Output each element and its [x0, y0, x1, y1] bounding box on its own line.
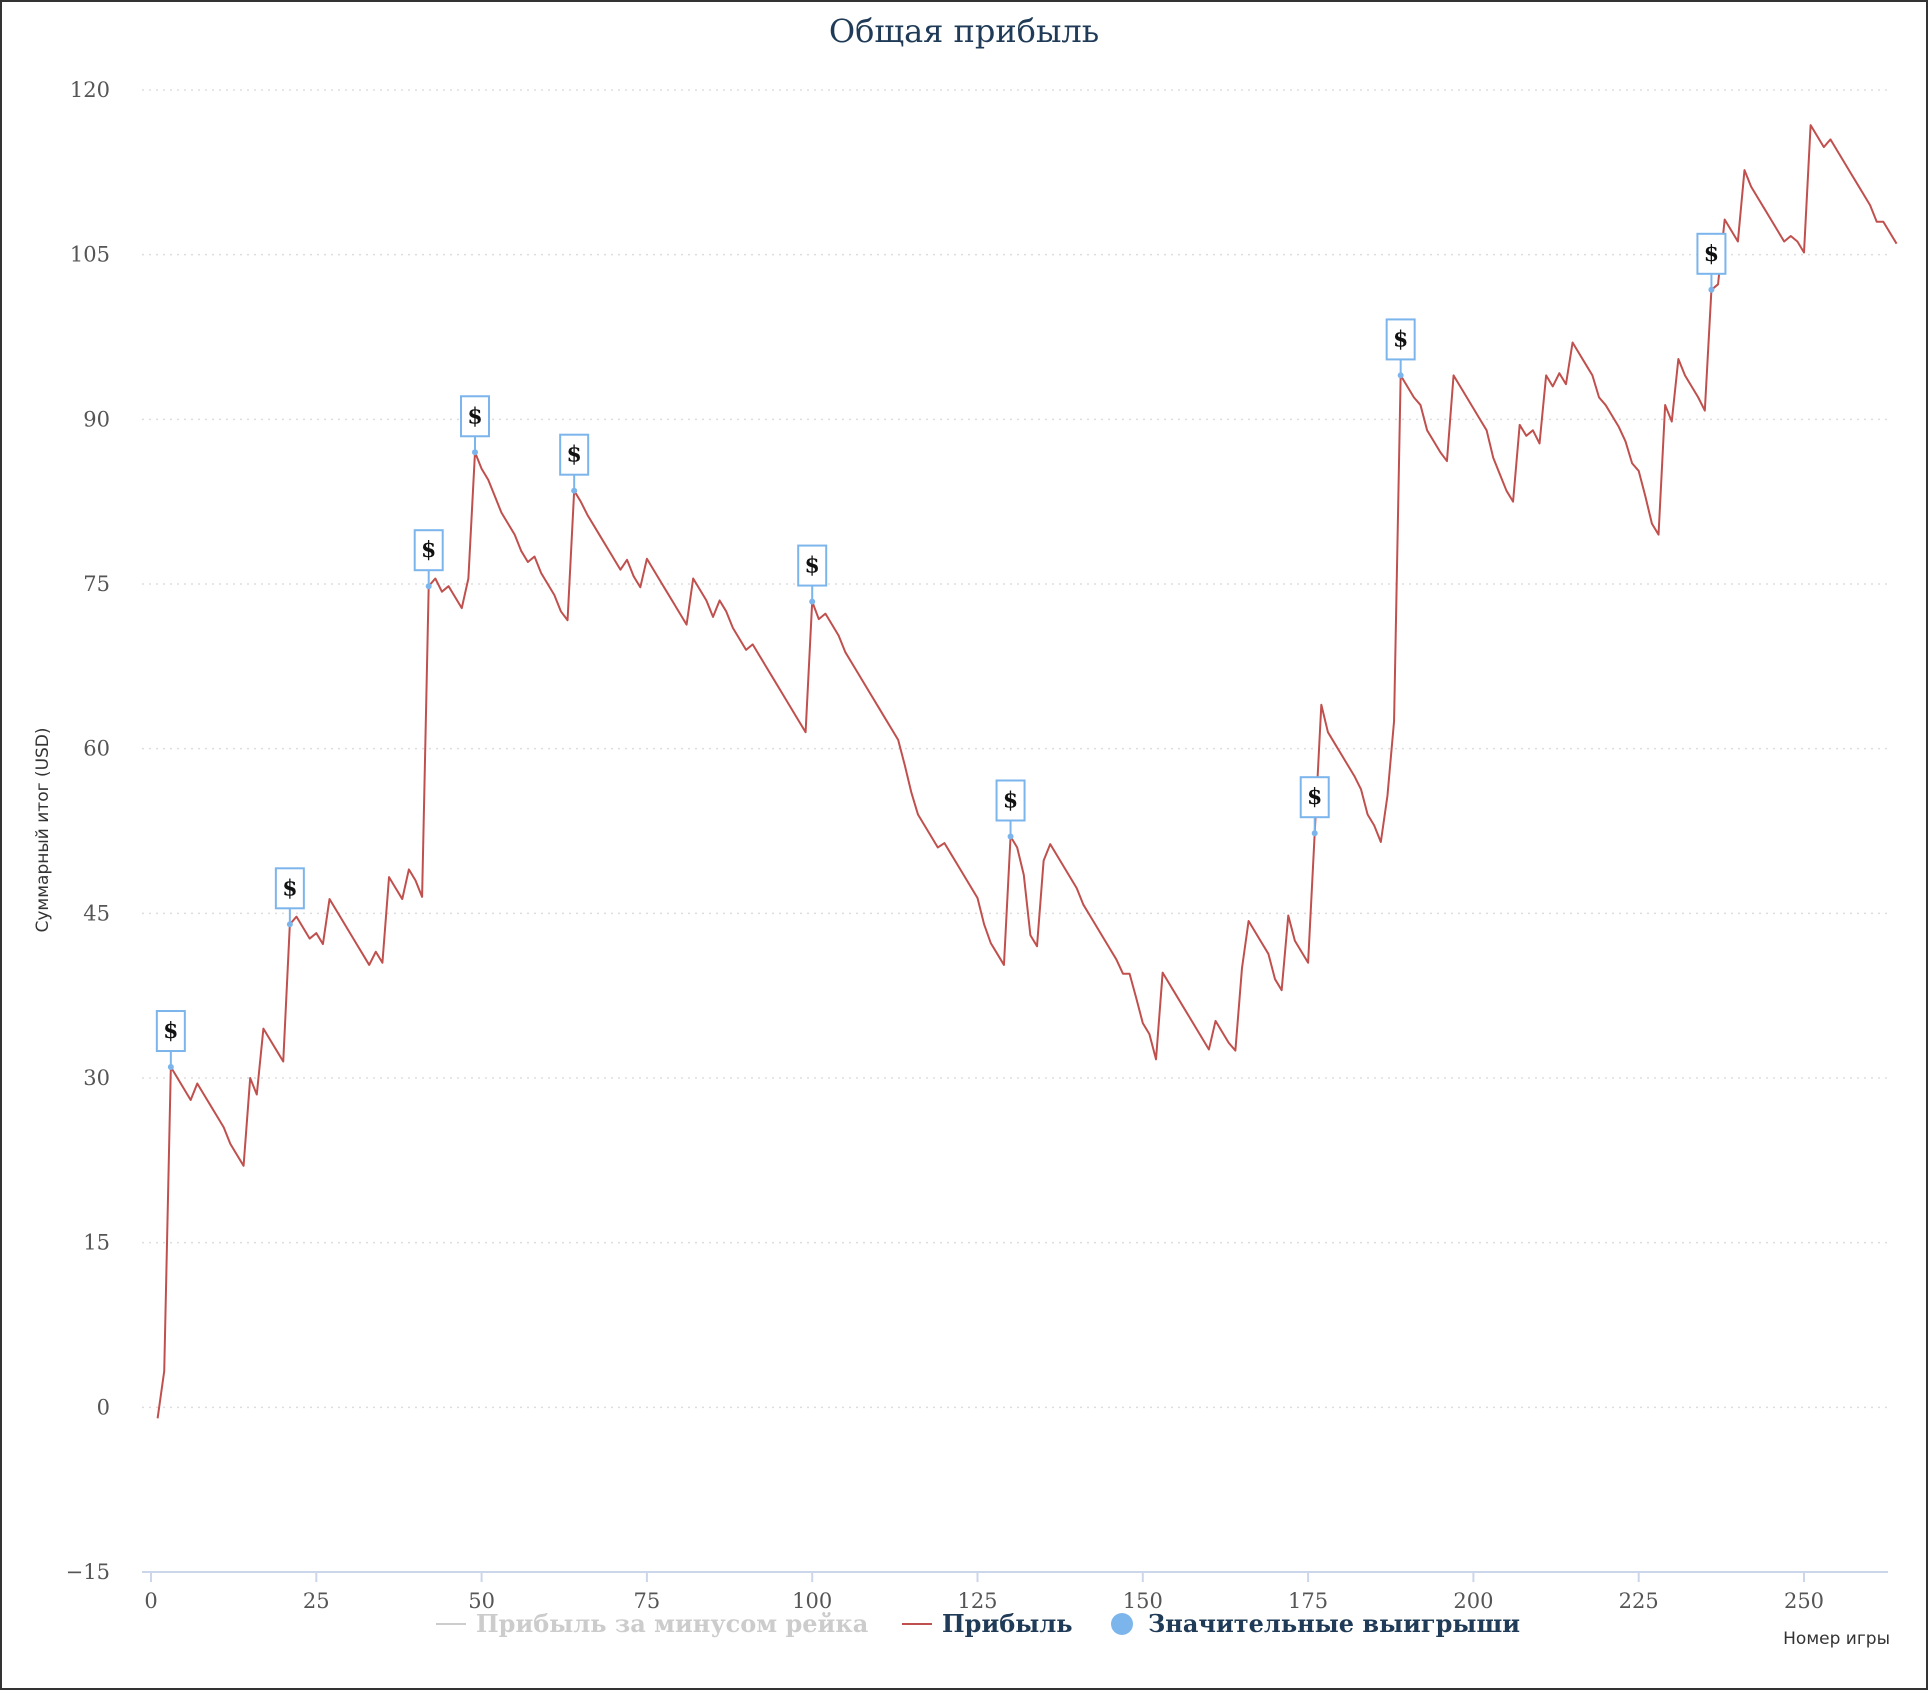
grid [142, 89, 1888, 1409]
flag-label: $ [1003, 787, 1018, 813]
flag-label: $ [1307, 784, 1322, 810]
legend: Прибыль за минусом рейка Прибыль Значитель… [436, 1609, 1520, 1638]
big-win-flag[interactable]: $ [1696, 232, 1727, 293]
y-axis-label: Суммарный итог (USD) [33, 727, 53, 932]
y-tick-label: −15 [66, 1560, 110, 1584]
flag-box [559, 433, 590, 476]
big-win-flag[interactable]: $ [1299, 776, 1330, 837]
legend-dot-icon [1111, 1613, 1133, 1635]
x-tick-label: 175 [1288, 1589, 1328, 1613]
y-tick-label: 120 [70, 78, 110, 102]
flag-box [274, 867, 305, 910]
x-tick-label: 225 [1619, 1589, 1659, 1613]
big-win-point[interactable] [425, 583, 432, 590]
flag-label: $ [567, 442, 582, 468]
x-tick-label: 125 [957, 1589, 997, 1613]
legend-item[interactable]: Прибыль за минусом рейка [436, 1609, 868, 1638]
big-win-flag[interactable]: $ [559, 433, 590, 494]
flag-label: $ [282, 875, 297, 901]
flag-box [459, 395, 490, 438]
y-tick-label: 90 [83, 407, 110, 431]
x-tick-label: 50 [468, 1589, 495, 1613]
y-tick-label: 0 [97, 1395, 110, 1419]
legend-label: Прибыль за минусом рейка [476, 1609, 868, 1638]
big-win-point[interactable] [809, 598, 816, 605]
big-win-flag[interactable]: $ [1385, 318, 1416, 379]
big-win-point[interactable] [1311, 830, 1318, 837]
flag-label: $ [467, 403, 482, 429]
y-tick-label: 105 [70, 243, 110, 267]
x-tick-label: 25 [303, 1589, 330, 1613]
big-win-point[interactable] [571, 487, 578, 494]
x-tick-label: 100 [792, 1589, 832, 1613]
flag-box [995, 779, 1026, 822]
big-win-flag[interactable]: $ [413, 529, 444, 590]
flag-label: $ [1704, 241, 1719, 267]
flag-box [797, 544, 828, 587]
series-layer [156, 124, 1898, 1419]
legend-label: Прибыль [942, 1609, 1073, 1638]
flag-label: $ [421, 537, 436, 563]
flag-box [1385, 318, 1416, 361]
flags-layer: $ $ $ $ $ $ $ $ $ $ [155, 232, 1727, 1071]
flag-label: $ [163, 1018, 178, 1044]
x-tick-label: 200 [1453, 1589, 1493, 1613]
series-line-profit [156, 124, 1898, 1419]
chart-title: Общая прибыль [829, 12, 1099, 50]
big-win-point[interactable] [471, 449, 478, 456]
flag-box [1299, 776, 1330, 819]
legend-item[interactable]: Прибыль [902, 1609, 1073, 1638]
x-tick-label: 250 [1784, 1589, 1824, 1613]
x-tick-label: 0 [144, 1589, 157, 1613]
big-win-point[interactable] [1397, 372, 1404, 379]
axes: −15 0 15 30 45 60 75 90 105 120 0 25 50 75 100 125 150 17… [66, 78, 1888, 1613]
flag-box [155, 1010, 186, 1053]
x-axis-label: Номер игры [1783, 1629, 1890, 1649]
big-win-point[interactable] [167, 1064, 174, 1071]
x-tick-label: 150 [1123, 1589, 1163, 1613]
legend-label: Значительные выигрыши [1148, 1609, 1520, 1638]
big-win-flag[interactable]: $ [995, 779, 1026, 840]
y-tick-label: 75 [83, 572, 110, 596]
flag-box [1696, 232, 1727, 275]
y-tick-label: 15 [83, 1231, 110, 1255]
flag-label: $ [1393, 326, 1408, 352]
flag-box [413, 529, 444, 572]
big-win-flag[interactable]: $ [797, 544, 828, 605]
y-tick-label: 60 [83, 737, 110, 761]
flag-label: $ [805, 553, 820, 579]
x-tick-label: 75 [634, 1589, 661, 1613]
y-tick-label: 45 [83, 901, 110, 925]
big-win-point[interactable] [1007, 833, 1014, 840]
big-win-point[interactable] [1708, 286, 1715, 293]
big-win-point[interactable] [286, 921, 293, 928]
big-win-flag[interactable]: $ [459, 395, 490, 456]
y-tick-label: 30 [83, 1066, 110, 1090]
big-win-flag[interactable]: $ [155, 1010, 186, 1071]
big-win-flag[interactable]: $ [274, 867, 305, 928]
legend-item[interactable]: Значительные выигрыши [1111, 1609, 1520, 1638]
